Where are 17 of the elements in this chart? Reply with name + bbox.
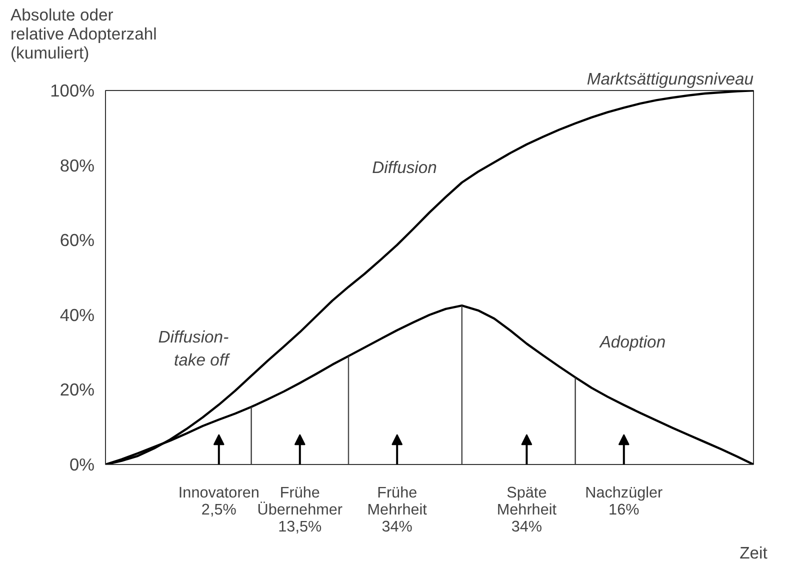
y-tick-label: 60% [60,230,95,250]
x-axis-title: Zeit [740,544,768,562]
y-tick-label: 40% [60,304,95,325]
text: Adoption [598,332,666,352]
annotation: Diffusion- take off [158,328,231,370]
x-tick-label: Frühe Übernehmer 13,5% [257,484,343,536]
text: Marktsättigungsniveau [586,70,754,88]
y-tick-label: 100% [50,80,95,100]
y-tick-label: 20% [60,380,95,400]
x-tick-label: Nachzügler 16% [585,484,663,518]
y-tick-label: 80% [60,155,95,176]
x-tick-label: Späte Mehrheit 34% [496,484,558,536]
x-tick-label: Frühe Mehrheit 34% [367,484,428,536]
x-tick-label: Innovatoren 2,5% [178,484,260,518]
y-axis-title: Absolute oder relative Adopterzahl (kumuliert) [10,6,157,62]
y-tick-label: 0% [69,454,94,474]
series-label: Diffusion [372,158,437,177]
